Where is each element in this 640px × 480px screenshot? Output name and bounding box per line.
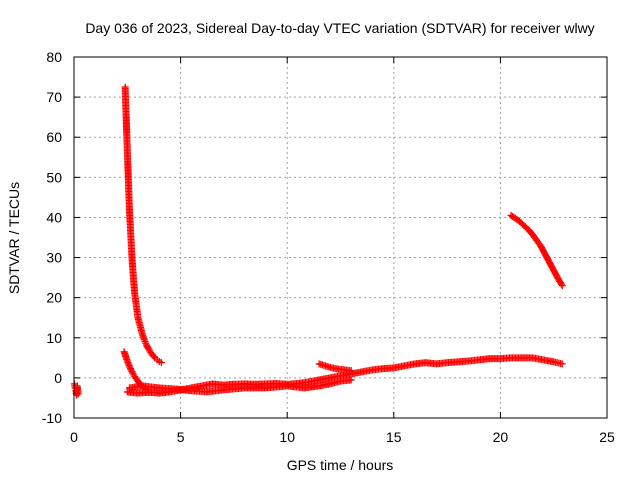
data-point [535, 239, 543, 247]
data-point [526, 228, 534, 236]
data-point [346, 376, 354, 384]
y-tick-label: 60 [46, 129, 62, 145]
y-tick-label: 80 [46, 49, 62, 65]
series-1 [121, 83, 165, 367]
data-point [150, 353, 158, 361]
data-point [157, 359, 165, 367]
data-point [521, 223, 529, 231]
data-point [553, 272, 561, 280]
data-point [557, 279, 565, 287]
series-4 [125, 376, 355, 396]
data-point [326, 363, 334, 371]
data-point [125, 361, 133, 369]
data-point [544, 256, 552, 264]
x-axis-label: GPS time / hours [287, 457, 394, 473]
data-point [557, 280, 565, 288]
data-point [557, 359, 565, 367]
x-tick-label: 10 [279, 429, 295, 445]
chart-title: Day 036 of 2023, Sidereal Day-to-day VTE… [85, 20, 594, 36]
data-point [531, 233, 539, 241]
x-tick-label: 25 [599, 429, 615, 445]
y-tick-label: 30 [46, 250, 62, 266]
axis-ticks [73, 56, 608, 419]
data-point [143, 342, 151, 350]
y-tick-label: 0 [54, 370, 62, 386]
data-marks [70, 83, 566, 399]
data-point [126, 363, 134, 371]
y-tick-label: 10 [46, 330, 62, 346]
data-point [548, 358, 556, 366]
data-point [122, 352, 130, 360]
data-point [517, 219, 525, 227]
y-tick-label: 20 [46, 290, 62, 306]
series-0 [70, 380, 82, 399]
data-point [124, 358, 132, 366]
data-point [74, 388, 82, 396]
y-tick-label: 50 [46, 169, 62, 185]
data-point [136, 320, 144, 328]
data-point [324, 380, 332, 388]
y-tick-label: 70 [46, 89, 62, 105]
data-point [540, 248, 548, 256]
x-tick-label: 5 [177, 429, 185, 445]
data-point [346, 366, 354, 374]
y-tick-label: -10 [42, 410, 62, 426]
series-5 [315, 360, 355, 375]
data-point [127, 366, 135, 374]
y-tick-label: 40 [46, 209, 62, 225]
tick-labels: 0 5 10 15 20 25 -10 0 10 20 30 40 50 60 70 80 [42, 49, 615, 445]
data-point [508, 212, 516, 220]
series-6 [507, 211, 566, 290]
x-tick-label: 20 [493, 429, 509, 445]
data-point [548, 264, 556, 272]
data-point [320, 361, 328, 369]
plot-frame [73, 56, 608, 419]
y-axis-label: SDTVAR / TECUs [6, 182, 22, 294]
data-point [140, 334, 148, 342]
data-point [138, 328, 146, 336]
x-tick-label: 15 [386, 429, 402, 445]
grid-lines [74, 57, 607, 418]
data-point [142, 339, 150, 347]
x-tick-label: 0 [70, 429, 78, 445]
data-point [513, 215, 521, 223]
